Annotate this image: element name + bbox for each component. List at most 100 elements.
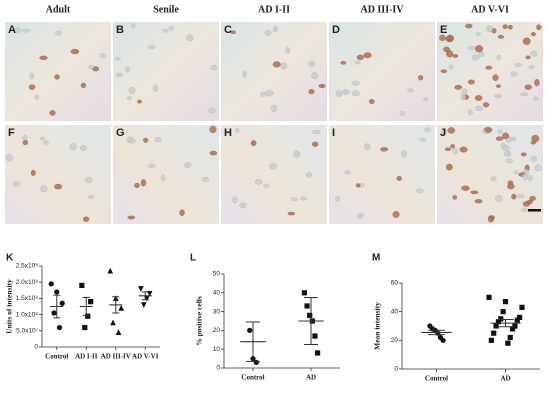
cell (474, 45, 484, 53)
y-tick-label: 60 (391, 280, 399, 287)
cell (265, 90, 274, 97)
cell (399, 111, 406, 116)
cell (497, 129, 503, 134)
cell (482, 102, 490, 108)
cell (287, 211, 296, 216)
cell (250, 140, 257, 147)
cell (424, 127, 431, 132)
cell (495, 136, 504, 141)
y-tick-label: 30 (213, 308, 221, 315)
cell (470, 190, 479, 195)
scale-bar (528, 209, 541, 212)
cell (439, 34, 446, 42)
cell (441, 128, 447, 135)
data-point (247, 327, 253, 333)
cell (308, 89, 315, 95)
cell (299, 196, 308, 201)
cell (452, 195, 457, 200)
cell (418, 75, 424, 81)
cell (263, 183, 270, 188)
x-tick-label: AD (500, 375, 510, 383)
cell (29, 72, 35, 80)
y-tick-label: 0 (34, 344, 38, 351)
cell (270, 104, 278, 113)
data-point (505, 340, 511, 346)
cell (474, 95, 483, 101)
y-tick-label: 0 (394, 366, 398, 373)
cell (527, 174, 533, 181)
cell (503, 144, 510, 152)
data-point (51, 310, 57, 316)
cell (201, 177, 210, 182)
micrograph (5, 125, 111, 224)
cell (440, 69, 448, 73)
cell (534, 79, 540, 87)
cell (356, 54, 365, 61)
cell (154, 136, 162, 143)
cell (351, 80, 360, 86)
cell (147, 163, 156, 168)
cell (22, 28, 31, 33)
cell (312, 141, 319, 147)
column-header: AD III-IV (360, 4, 404, 15)
micrograph-grid: Adult Senile AD I-II AD III-IV AD V-VI A B C D E F… (5, 4, 543, 224)
cell (351, 90, 360, 97)
data-point (301, 290, 307, 296)
data-point (495, 319, 502, 325)
data-point (512, 323, 518, 329)
cell (40, 185, 48, 193)
cell (340, 61, 347, 65)
cell (415, 188, 424, 194)
cell (69, 143, 77, 151)
cell (357, 213, 363, 220)
cell (128, 86, 136, 94)
cell (465, 23, 473, 29)
cell (54, 74, 60, 80)
cell (507, 24, 513, 30)
cell (162, 28, 169, 33)
cell (489, 215, 495, 220)
cell (531, 134, 540, 143)
data-point (312, 333, 318, 339)
column-header: AD I-II (258, 4, 290, 15)
x-tick-label: Control (241, 374, 264, 382)
cell (530, 155, 538, 163)
data-point (143, 295, 150, 302)
cell (514, 63, 522, 67)
data-point (488, 337, 494, 343)
cell (496, 54, 502, 60)
cell (392, 211, 400, 218)
cell (467, 79, 475, 85)
cell (459, 146, 468, 153)
cell (522, 37, 531, 45)
cell (99, 52, 106, 59)
cell (127, 215, 136, 220)
cell (39, 136, 45, 141)
cell (505, 158, 513, 164)
column-header: Adult (46, 4, 71, 15)
y-tick-label: 10 (213, 346, 221, 353)
cell (268, 163, 277, 170)
data-point (79, 282, 85, 289)
data-point (140, 302, 147, 308)
panel-letter: I (332, 127, 335, 139)
cell (179, 209, 185, 216)
cell (12, 181, 21, 187)
cell (407, 88, 414, 93)
panel-letter: C (224, 24, 232, 36)
y-tick-label: 2.5x10⁸ (16, 263, 39, 270)
y-tick-label: 40 (213, 290, 221, 297)
cell (140, 179, 147, 187)
cell (285, 46, 290, 54)
cell (254, 178, 263, 185)
cell (168, 26, 175, 31)
cell (305, 172, 312, 178)
cell (293, 150, 301, 158)
cell (290, 197, 299, 202)
cell (344, 170, 351, 175)
data-point (59, 300, 65, 306)
chart: M Mean intensity 0 20 40 60 Control AD (372, 253, 540, 383)
cell (318, 83, 326, 88)
column-header: Senile (153, 4, 179, 15)
